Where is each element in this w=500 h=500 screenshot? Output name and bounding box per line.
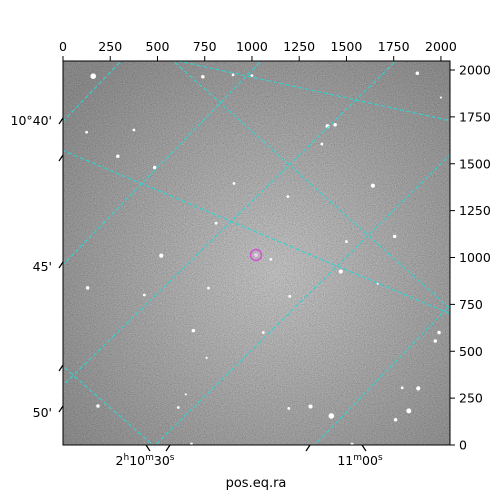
ra-tick — [145, 444, 151, 452]
star — [338, 269, 343, 274]
dec-axis: 10°40' 45' 50' — [11, 113, 64, 420]
dec-tick — [58, 405, 64, 413]
star — [159, 253, 164, 258]
right-axis-tick-label: 750 — [459, 297, 483, 312]
right-axis-tick-label: 2000 — [459, 63, 491, 78]
dec-label: 45' — [33, 259, 52, 274]
star — [152, 165, 157, 170]
dec-grid-line — [63, 365, 154, 445]
top-axis-tick-label: 1000 — [236, 39, 268, 54]
star — [176, 406, 180, 409]
star — [350, 442, 354, 445]
star — [191, 328, 196, 333]
star — [328, 413, 335, 419]
top-axis-tick-label: 1250 — [283, 39, 315, 54]
top-axis-tick-label: 2000 — [425, 39, 457, 54]
star — [345, 240, 348, 243]
right-pixel-axis: 0 250 500 750 1000 1250 1500 1750 2000 — [450, 63, 491, 453]
ra-tick — [361, 444, 367, 452]
ra-label: 2h10m30s — [116, 453, 175, 468]
star — [132, 128, 136, 132]
star — [416, 386, 421, 391]
top-pixel-axis: 0 250 500 750 1000 1250 1500 1750 2000 — [59, 39, 457, 61]
dec-grid-line — [63, 149, 450, 315]
plot-frame — [62, 60, 451, 446]
star — [308, 404, 313, 409]
ra-tick — [165, 444, 171, 452]
star — [231, 73, 235, 77]
star — [392, 234, 397, 239]
star — [288, 294, 292, 298]
ra-grid-line — [154, 153, 450, 445]
star — [439, 96, 442, 99]
sky-image — [63, 61, 450, 445]
right-axis-tick-label: 250 — [459, 391, 483, 406]
star — [406, 408, 412, 414]
star — [320, 142, 324, 146]
top-axis-tick-label: 0 — [59, 39, 67, 54]
x-axis-title: pos.eq.ra — [226, 476, 287, 491]
top-axis-tick-label: 750 — [193, 39, 217, 54]
dec-tick — [58, 261, 64, 269]
star — [437, 330, 441, 335]
star — [207, 286, 210, 290]
star — [393, 417, 398, 422]
star — [376, 282, 379, 285]
star — [415, 71, 420, 75]
ra-tick — [305, 444, 311, 452]
top-axis-tick-label: 1500 — [331, 39, 363, 54]
star — [269, 257, 273, 261]
star — [333, 123, 337, 127]
star — [400, 386, 404, 390]
ra-grid-line — [313, 304, 450, 445]
star — [90, 73, 97, 79]
star — [96, 404, 100, 408]
dec-tick — [58, 154, 64, 162]
ra-grid-line — [63, 61, 262, 266]
ra-label: 11m00s — [337, 453, 383, 468]
target-marker — [249, 248, 263, 262]
right-axis-tick-label: 1000 — [459, 250, 491, 265]
ra-grid-line — [63, 61, 397, 387]
star — [142, 293, 146, 297]
star — [190, 442, 193, 445]
stars-layer — [85, 71, 442, 445]
star — [205, 356, 208, 359]
dec-label: 50' — [33, 405, 52, 420]
star — [184, 393, 187, 396]
right-axis-tick-label: 1250 — [459, 203, 491, 218]
star — [214, 221, 218, 225]
star — [287, 407, 291, 410]
dec-grid-line — [172, 61, 450, 310]
star — [261, 331, 265, 334]
right-axis-tick-label: 500 — [459, 344, 483, 359]
coordinate-grid — [63, 61, 450, 445]
right-axis-tick-label: 1500 — [459, 156, 491, 171]
dec-label: 10°40' — [11, 113, 53, 128]
star — [370, 183, 376, 188]
dec-tick — [58, 364, 64, 372]
top-axis-tick-label: 1750 — [378, 39, 410, 54]
dec-tick — [58, 117, 64, 125]
right-axis-tick-label: 0 — [459, 438, 467, 453]
star — [85, 130, 89, 134]
star — [201, 75, 205, 79]
star — [116, 154, 120, 158]
star — [85, 286, 90, 290]
star — [286, 195, 290, 198]
ra-axis: 2h10m30s 11m00s pos.eq.ra — [116, 444, 383, 491]
top-axis-tick-label: 250 — [98, 39, 122, 54]
dec-grid-line — [176, 61, 450, 122]
star — [232, 182, 236, 185]
right-axis-tick-label: 1750 — [459, 109, 491, 124]
top-axis-tick-label: 500 — [146, 39, 170, 54]
star — [250, 74, 254, 78]
star — [433, 339, 438, 343]
